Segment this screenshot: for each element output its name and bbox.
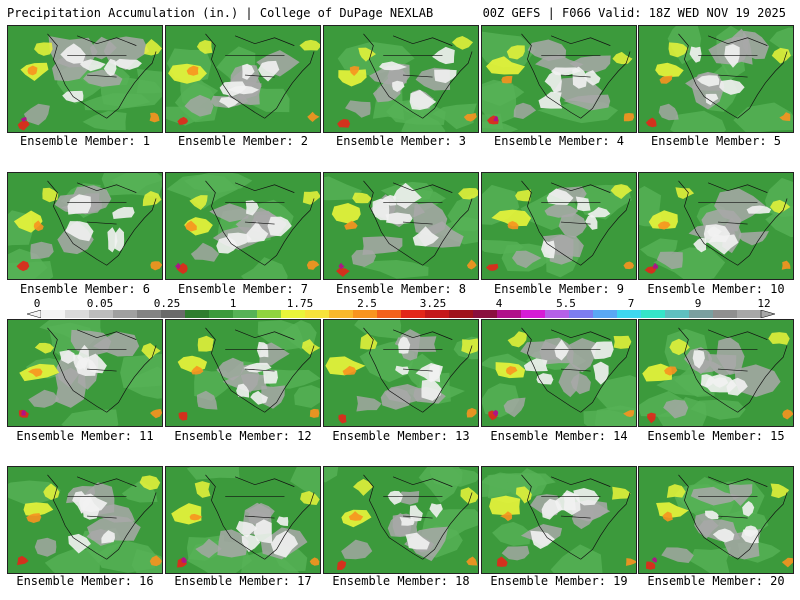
ensemble-member-caption: Ensemble Member: 6 [19,282,151,296]
colorbar-segment [713,310,738,318]
ensemble-member-caption: Ensemble Member: 14 [490,429,628,443]
colorbar-segment [593,310,618,318]
ensemble-member-caption: Ensemble Member: 2 [177,134,309,148]
colorbar-segment [257,310,282,318]
colorbar-tick-label: 2.5 [357,297,377,310]
ensemble-member-caption: Ensemble Member: 5 [650,134,782,148]
colorbar-segment [329,310,354,318]
ensemble-member-caption: Ensemble Member: 1 [19,134,151,148]
colorbar-max-arrow [760,310,775,318]
ensemble-member-caption: Ensemble Member: 15 [647,429,785,443]
colorbar-segment [665,310,690,318]
colorbar-tick-label: 1 [229,297,237,310]
colorbar-segment [521,310,546,318]
ensemble-member-caption: Ensemble Member: 8 [335,282,467,296]
ensemble-member-caption: Ensemble Member: 3 [335,134,467,148]
colorbar-tick-label: 0 [33,297,41,310]
colorbar-segment [641,310,666,318]
colorbar-segment [737,310,762,318]
colorbar-tick-label: 1.75 [286,297,314,310]
ensemble-map-panel [638,466,794,574]
ensemble-map-panel [323,466,479,574]
ensemble-member-caption: Ensemble Member: 18 [332,574,470,588]
colorbar-tick-label: 0.05 [86,297,114,310]
colorbar-tick-label: 4 [495,297,503,310]
colorbar [27,310,775,318]
ensemble-map-panel [638,172,794,280]
colorbar-tick-label: 5.5 [556,297,576,310]
colorbar-segment [89,310,114,318]
colorbar-segment [161,310,186,318]
ensemble-map-panel [481,466,637,574]
colorbar-segment [617,310,642,318]
ensemble-member-caption: Ensemble Member: 12 [174,429,312,443]
ensemble-map-panel [165,25,321,133]
colorbar-segment [377,310,402,318]
colorbar-segment [41,310,66,318]
ensemble-member-caption: Ensemble Member: 20 [647,574,785,588]
map-title: Precipitation Accumulation (in.) | Colle… [7,6,434,20]
colorbar-segment [425,310,450,318]
colorbar-segment [473,310,498,318]
ensemble-member-caption: Ensemble Member: 16 [16,574,154,588]
ensemble-member-caption: Ensemble Member: 4 [493,134,625,148]
ensemble-member-caption: Ensemble Member: 11 [16,429,154,443]
colorbar-segment [281,310,306,318]
ensemble-map-panel [638,25,794,133]
colorbar-segment [401,310,426,318]
ensemble-map-panel [481,319,637,427]
colorbar-segment [305,310,330,318]
colorbar-segment [497,310,522,318]
ensemble-map-panel [481,25,637,133]
colorbar-segment [449,310,474,318]
colorbar-segment [185,310,210,318]
ensemble-map-panel [7,319,163,427]
colorbar-segment [353,310,378,318]
ensemble-member-caption: Ensemble Member: 7 [177,282,309,296]
colorbar-segment [689,310,714,318]
colorbar-segment [209,310,234,318]
colorbar-min-arrow [27,310,42,318]
ensemble-map-panel [7,25,163,133]
colorbar-segment [65,310,90,318]
ensemble-map-panel [165,466,321,574]
colorbar-tick-label: 9 [694,297,702,310]
ensemble-map-panel [323,25,479,133]
ensemble-map-panel [323,172,479,280]
colorbar-tick-label: 0.25 [153,297,181,310]
ensemble-member-caption: Ensemble Member: 19 [490,574,628,588]
ensemble-map-panel [7,466,163,574]
ensemble-member-caption: Ensemble Member: 17 [174,574,312,588]
colorbar-segment [113,310,138,318]
ensemble-map-panel [165,319,321,427]
colorbar-tick-label: 7 [627,297,635,310]
colorbar-segment [233,310,258,318]
ensemble-map-panel [7,172,163,280]
model-valid-time: 00Z GEFS | F066 Valid: 18Z WED NOV 19 20… [482,6,786,20]
ensemble-member-caption: Ensemble Member: 13 [332,429,470,443]
ensemble-map-panel [165,172,321,280]
colorbar-segment [137,310,162,318]
ensemble-map-panel [638,319,794,427]
ensemble-member-caption: Ensemble Member: 10 [647,282,785,296]
colorbar-segment [569,310,594,318]
ensemble-map-panel [481,172,637,280]
ensemble-member-caption: Ensemble Member: 9 [493,282,625,296]
colorbar-tick-label: 3.25 [419,297,447,310]
colorbar-tick-label: 12 [757,297,771,310]
ensemble-map-panel [323,319,479,427]
colorbar-segment [545,310,570,318]
